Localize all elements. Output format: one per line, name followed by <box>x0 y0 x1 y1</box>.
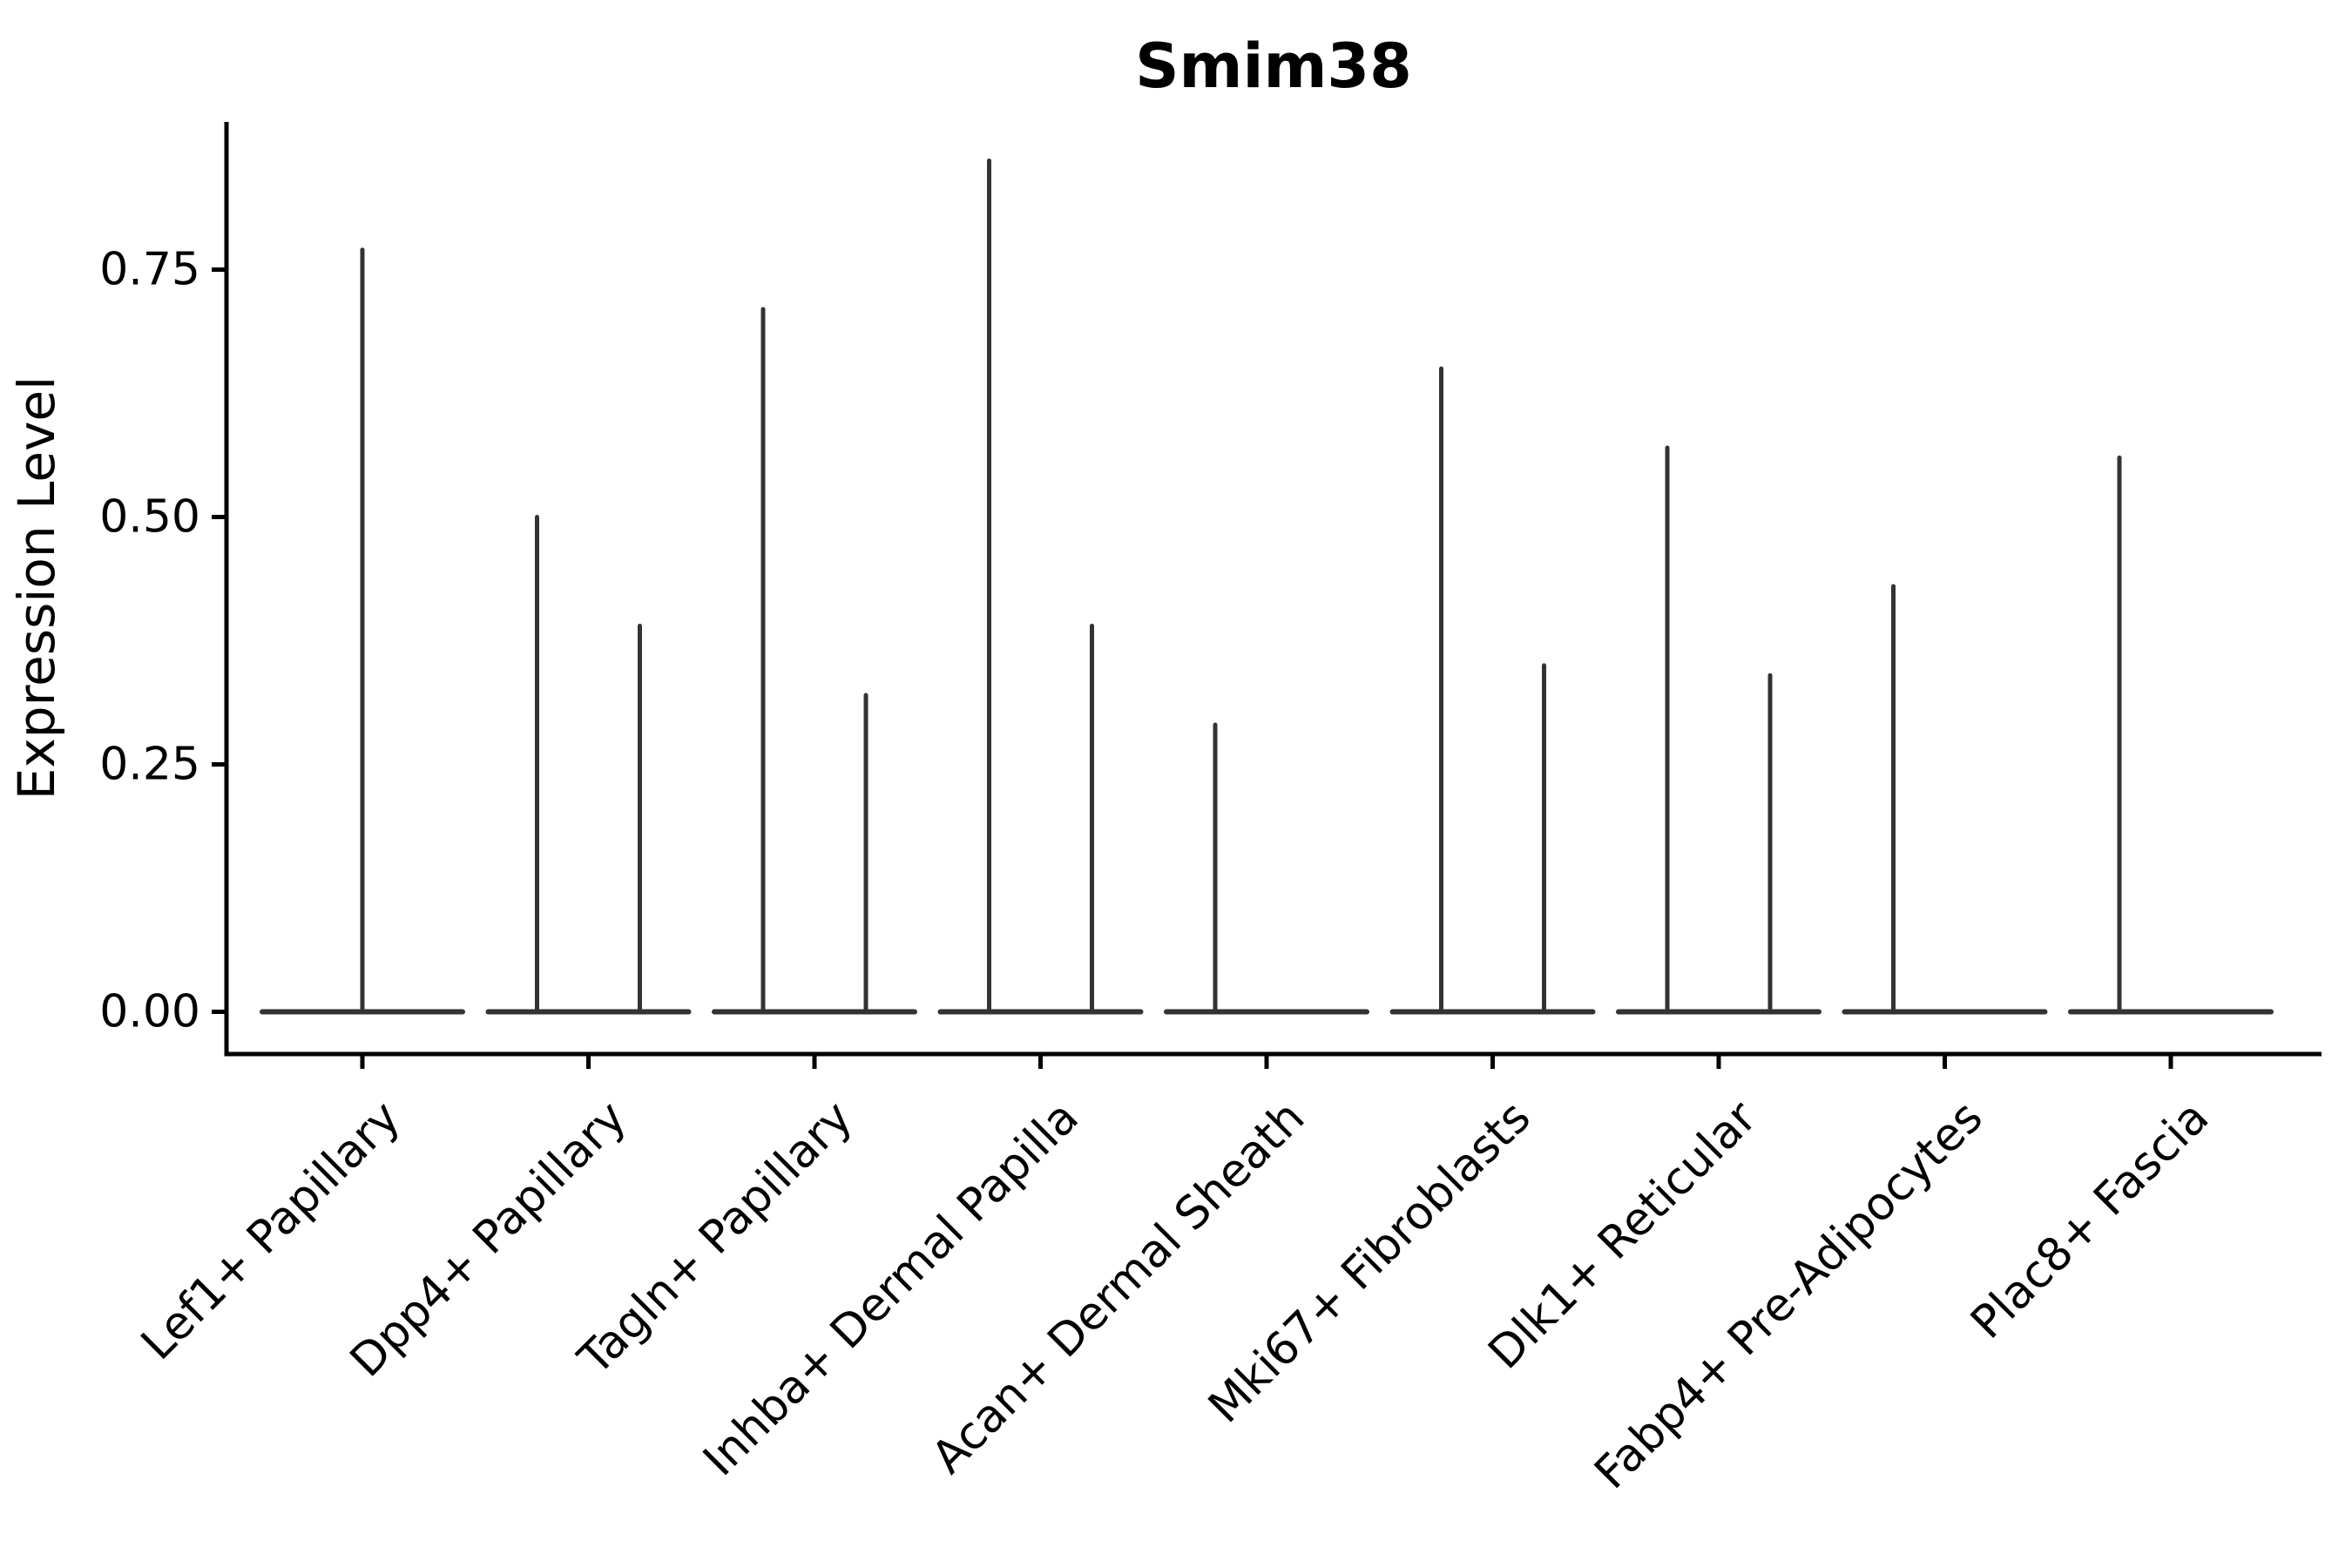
y-tick-label: 0.00 <box>99 986 200 1038</box>
violin-7 <box>1616 445 1821 1015</box>
y-tick-label: 0.50 <box>99 491 200 544</box>
violin-3 <box>712 307 917 1015</box>
violin-6 <box>1389 366 1596 1015</box>
x-tick-label: Acan+ Dermal Sheath <box>923 1092 1315 1484</box>
violin-1 <box>260 247 465 1015</box>
y-tick-label: 0.75 <box>99 244 200 296</box>
x-tick-label: Plac8+ Fascia <box>1961 1092 2219 1349</box>
y-tick-label: 0.25 <box>99 739 200 791</box>
x-tick-label: Fabp4+ Pre-Adipocytes <box>1585 1092 1992 1499</box>
plot-title: Smim38 <box>1135 30 1412 102</box>
x-tick-label: Inhba+ Dermal Papilla <box>693 1092 1088 1486</box>
violin-8 <box>1842 584 2048 1015</box>
violin-5 <box>1164 722 1369 1015</box>
violin-9 <box>2068 455 2274 1015</box>
violin-2 <box>485 515 692 1015</box>
y-axis-label: Expression Level <box>7 376 66 800</box>
violin-4 <box>937 159 1144 1015</box>
